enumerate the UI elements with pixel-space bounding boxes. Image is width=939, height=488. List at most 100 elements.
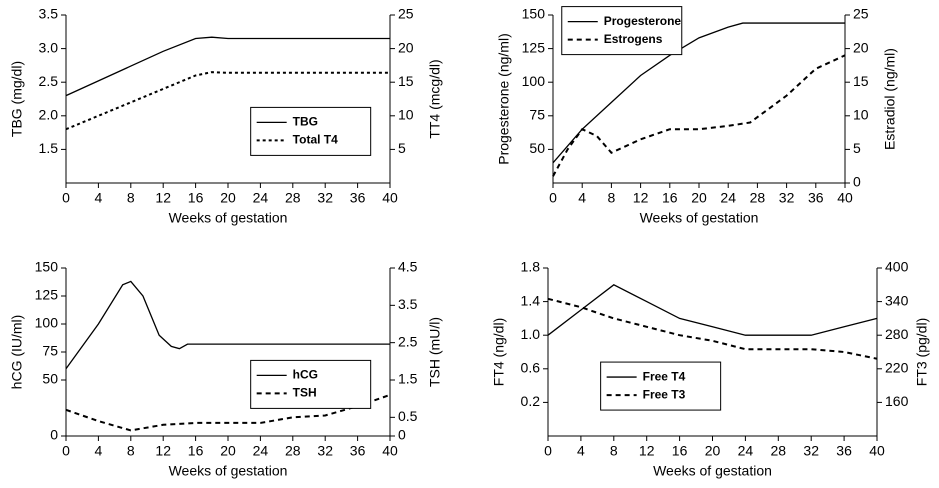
legend-label: TSH	[293, 386, 317, 400]
y2-tick-label: 0	[853, 174, 861, 190]
y2-axis-label: FT3 (pg/dl)	[914, 318, 930, 386]
x-tick-label: 12	[155, 190, 171, 206]
legend: hCG TSH	[250, 359, 372, 409]
x-tick-label: 32	[803, 443, 819, 459]
x-tick-label: 36	[836, 443, 852, 459]
y-tick-label: 75	[42, 343, 58, 359]
panel: 0 4 8 12 16 20 24 28 32 36 400507510012515000.51.5…	[9, 259, 443, 479]
line-series	[547, 284, 878, 336]
y2-tick-label: 0.5	[398, 408, 418, 424]
x-tick-label: 0	[62, 443, 70, 459]
y-tick-label: 3.0	[39, 39, 59, 55]
legend-label: Free T3	[643, 387, 686, 401]
x-tick-label: 36	[350, 190, 366, 206]
line-series	[552, 22, 845, 164]
legend-box	[600, 361, 722, 411]
y2-tick-label: 280	[885, 326, 909, 342]
y2-tick-label: 5	[398, 140, 406, 156]
x-tick-label: 32	[317, 190, 333, 206]
x-tick-label: 4	[578, 190, 586, 206]
y2-tick-label: 15	[398, 73, 414, 89]
x-tick-label: 8	[127, 190, 135, 206]
y2-tick-label: 3.5	[398, 296, 418, 312]
y2-axis-label: TT4 (mcg/dl)	[427, 59, 443, 138]
y-tick-label: 0.6	[521, 360, 541, 376]
y2-tick-label: 10	[398, 107, 414, 123]
y2-tick-label: 0	[398, 427, 406, 443]
y2-axis-label: TSH (mU/l)	[427, 317, 443, 387]
y-tick-label: 150	[522, 6, 546, 22]
y2-axis-label: Estradiol (ng/ml)	[882, 48, 898, 150]
x-tick-label: 0	[544, 443, 552, 459]
x-tick-label: 40	[869, 443, 885, 459]
x-tick-label: 4	[95, 443, 103, 459]
y-axis-label: hCG (IU/ml)	[9, 315, 25, 390]
y-tick-label: 1.8	[521, 259, 541, 275]
line-series	[547, 297, 878, 360]
y2-tick-label: 25	[398, 6, 414, 22]
y2-tick-label: 1.5	[398, 371, 418, 387]
x-axis-label: Weeks of gestation	[653, 463, 772, 479]
y-axis-label: FT4 (ng/dl)	[491, 318, 507, 386]
x-tick-label: 28	[771, 443, 787, 459]
y-tick-label: 0.2	[521, 393, 541, 409]
y-tick-label: 3.5	[39, 6, 59, 22]
x-axis-label: Weeks of gestation	[169, 463, 288, 479]
legend-label: TBG	[293, 115, 318, 129]
y-tick-label: 100	[522, 73, 546, 89]
x-tick-label: 40	[382, 443, 398, 459]
x-axis-label: Weeks of gestation	[169, 210, 288, 226]
x-tick-label: 40	[382, 190, 398, 206]
y-tick-label: 75	[529, 107, 545, 123]
x-tick-label: 40	[837, 190, 853, 206]
y2-tick-label: 20	[398, 39, 414, 55]
x-tick-label: 24	[720, 190, 736, 206]
legend: TBG Total T4	[250, 106, 372, 156]
x-tick-label: 24	[253, 443, 269, 459]
legend: Progesterone Estrogens	[561, 6, 683, 56]
y2-tick-label: 160	[885, 393, 909, 409]
line-series	[65, 393, 391, 432]
y-tick-label: 125	[35, 287, 59, 303]
x-tick-label: 28	[285, 190, 301, 206]
line-series	[65, 280, 390, 370]
x-tick-label: 12	[155, 443, 171, 459]
line-series	[552, 54, 846, 177]
x-tick-label: 16	[188, 190, 204, 206]
y-tick-label: 1.4	[521, 292, 541, 308]
y2-tick-label: 4.5	[398, 259, 418, 275]
panel: 0 4 8 12 16 20 24 28 32 36 40 50 75 100 125 150 0 5 10 15 20…	[496, 6, 898, 226]
x-tick-label: 20	[705, 443, 721, 459]
x-tick-label: 12	[639, 443, 655, 459]
y2-tick-label: 400	[885, 259, 909, 275]
legend-box	[561, 6, 683, 56]
x-tick-label: 8	[608, 190, 616, 206]
y-tick-label: 100	[35, 315, 59, 331]
legend-box	[250, 359, 372, 409]
legend-label: hCG	[293, 368, 318, 382]
y-tick-label: 1.0	[521, 326, 541, 342]
x-tick-label: 16	[662, 190, 678, 206]
legend-box	[250, 106, 372, 156]
y-tick-label: 150	[35, 259, 59, 275]
legend: Free T4 Free T3	[600, 361, 722, 411]
y-tick-label: 50	[529, 140, 545, 156]
x-tick-label: 16	[672, 443, 688, 459]
line-series	[65, 36, 390, 97]
x-tick-label: 20	[220, 443, 236, 459]
y-tick-label: 50	[42, 371, 58, 387]
y-tick-label: 2.5	[39, 73, 59, 89]
legend-label: Progesterone	[604, 14, 682, 28]
legend-label: Total T4	[293, 133, 338, 147]
x-tick-label: 28	[750, 190, 766, 206]
x-tick-label: 8	[127, 443, 135, 459]
legend-label: Free T4	[643, 369, 686, 383]
y2-tick-label: 220	[885, 360, 909, 376]
legend-label: Estrogens	[604, 32, 663, 46]
x-tick-label: 32	[779, 190, 795, 206]
x-tick-label: 36	[350, 443, 366, 459]
panel: 0 4 8 12 16 20 24 28 32 36 40 0.2 0.6 1.0 1.4 1.8 160 220…	[491, 259, 930, 479]
y2-tick-label: 10	[853, 107, 869, 123]
x-tick-label: 24	[738, 443, 754, 459]
x-tick-label: 0	[62, 190, 70, 206]
